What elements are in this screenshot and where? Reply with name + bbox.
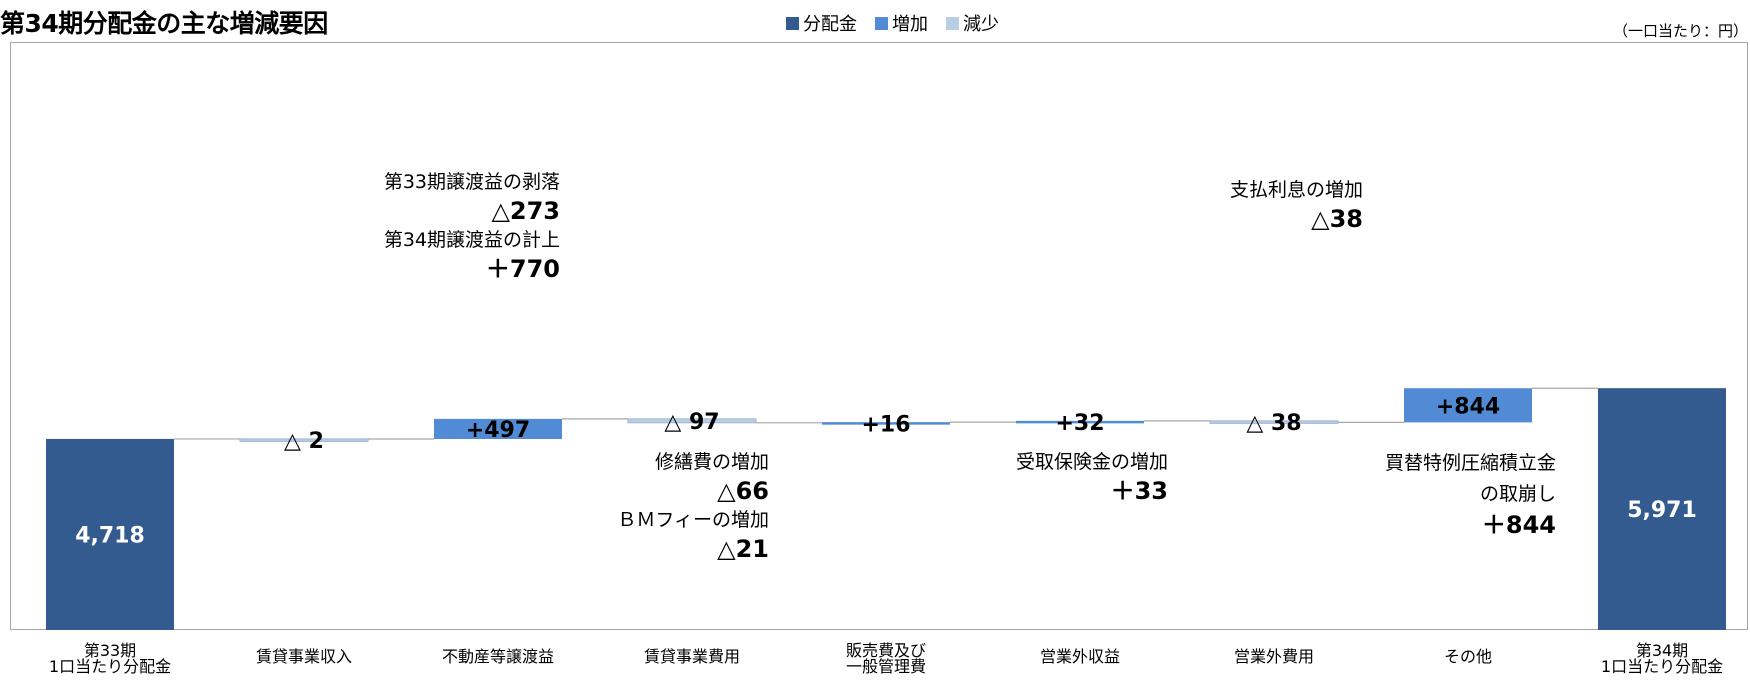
legend-label-decrease: 減少 xyxy=(963,14,999,35)
legend: 分配金 増加 減少 xyxy=(786,10,999,36)
annotation-transfer-gain: 第33期譲渡益の剥落 △273 第34期譲渡益の計上 ＋770 xyxy=(384,168,560,284)
data-label-4: △ 97 xyxy=(664,410,719,435)
plot-frame xyxy=(10,42,1748,630)
data-label-5: +16 xyxy=(861,412,910,437)
category-label-2: 賃貸事業収入 xyxy=(256,647,352,666)
legend-label-total: 分配金 xyxy=(803,14,857,35)
category-label-7: 営業外費用 xyxy=(1234,647,1314,666)
annotation-value: ＋33 xyxy=(1110,477,1168,505)
annotation-label: 第34期譲渡益の計上 xyxy=(383,229,560,251)
category-label-9: 第34期 1口当たり分配金 xyxy=(1601,641,1723,676)
category-label-3: 不動産等譲渡益 xyxy=(442,647,554,666)
unit-note: （一口当たり：円） xyxy=(1612,22,1748,40)
annotation-repair-cost: 修繕費の増加 △66 ＢＭフィーの増加 △21 xyxy=(617,448,769,564)
legend-item-decrease: 減少 xyxy=(946,10,999,36)
annotation-value: △66 xyxy=(717,477,769,505)
bar-9 xyxy=(1598,388,1726,630)
data-label-9: 5,971 xyxy=(1627,498,1697,523)
category-label-5: 販売費及び一般管理費 xyxy=(846,641,926,676)
annotation-label: 第33期譲渡益の剥落 xyxy=(383,171,560,193)
data-label-2: △ 2 xyxy=(284,429,324,454)
data-label-3: +497 xyxy=(466,418,530,443)
annotation-label: 受取保険金の増加 xyxy=(1015,451,1168,473)
bar-1 xyxy=(46,438,174,630)
annotation-label: 修繕費の増加 xyxy=(654,451,769,473)
bar-3 xyxy=(434,418,562,440)
annotation-value: △21 xyxy=(717,535,769,563)
legend-item-total: 分配金 xyxy=(786,10,857,36)
legend-swatch-decrease xyxy=(946,16,959,30)
category-label-4: 賃貸事業費用 xyxy=(644,647,740,666)
legend-item-increase: 増加 xyxy=(875,10,928,36)
legend-label-increase: 増加 xyxy=(892,14,928,35)
annotation-interest: 支払利息の増加 △38 xyxy=(1230,176,1363,234)
data-label-6: +32 xyxy=(1055,411,1104,436)
bar-5 xyxy=(822,422,950,425)
annotation-reserve: 買替特例圧縮積立金 の取崩し ＋844 xyxy=(1385,448,1556,541)
annotation-value: △38 xyxy=(1311,205,1363,233)
annotation-label: ＢＭフィーの増加 xyxy=(617,509,769,531)
category-label-8: その他 xyxy=(1444,647,1492,666)
data-label-8: +844 xyxy=(1436,394,1500,419)
annotation-value: △273 xyxy=(491,197,560,225)
chart-title: 第34期分配金の主な増減要因 xyxy=(0,9,328,38)
data-label-7: △ 38 xyxy=(1246,411,1301,436)
annotation-label: 支払利息の増加 xyxy=(1229,179,1363,201)
category-label-1: 第33期 1口当たり分配金 xyxy=(49,641,171,676)
annotation-insurance: 受取保険金の増加 ＋33 xyxy=(1016,448,1168,506)
legend-swatch-increase xyxy=(875,16,888,30)
annotation-label: の取崩し xyxy=(1479,483,1556,505)
bar-8 xyxy=(1404,388,1532,423)
bar-2 xyxy=(239,438,369,442)
data-label-1: 4,718 xyxy=(75,523,145,548)
category-label-6: 営業外収益 xyxy=(1040,647,1120,666)
bar-6 xyxy=(1016,420,1144,424)
bar-4 xyxy=(627,418,757,424)
legend-swatch-total xyxy=(786,16,799,30)
annotation-value: ＋770 xyxy=(485,255,560,283)
annotation-label: 買替特例圧縮積立金 xyxy=(1384,452,1556,474)
annotation-value: ＋844 xyxy=(1481,511,1556,539)
